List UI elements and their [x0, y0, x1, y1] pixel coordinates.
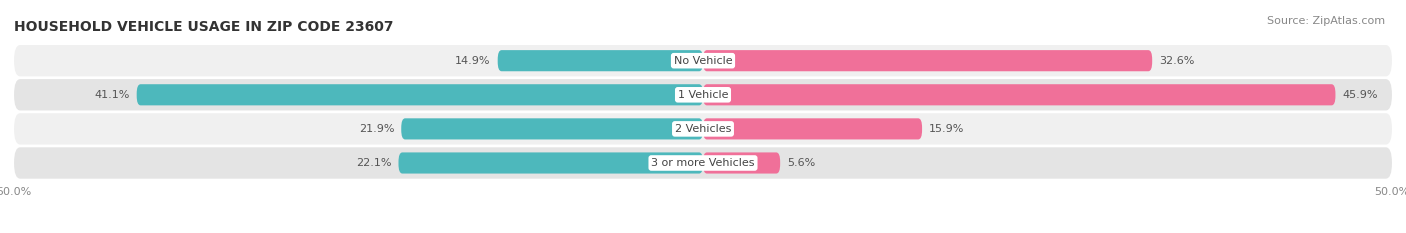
FancyBboxPatch shape [14, 113, 1392, 144]
Text: 3 or more Vehicles: 3 or more Vehicles [651, 158, 755, 168]
Text: Source: ZipAtlas.com: Source: ZipAtlas.com [1267, 16, 1385, 26]
Text: HOUSEHOLD VEHICLE USAGE IN ZIP CODE 23607: HOUSEHOLD VEHICLE USAGE IN ZIP CODE 2360… [14, 20, 394, 34]
Text: 1 Vehicle: 1 Vehicle [678, 90, 728, 100]
FancyBboxPatch shape [398, 152, 703, 174]
Text: 32.6%: 32.6% [1159, 56, 1195, 66]
FancyBboxPatch shape [703, 152, 780, 174]
FancyBboxPatch shape [703, 84, 1336, 105]
FancyBboxPatch shape [401, 118, 703, 140]
Text: No Vehicle: No Vehicle [673, 56, 733, 66]
FancyBboxPatch shape [703, 50, 1152, 71]
FancyBboxPatch shape [14, 147, 1392, 179]
FancyBboxPatch shape [498, 50, 703, 71]
Text: 2 Vehicles: 2 Vehicles [675, 124, 731, 134]
Text: 41.1%: 41.1% [94, 90, 129, 100]
FancyBboxPatch shape [136, 84, 703, 105]
FancyBboxPatch shape [703, 118, 922, 140]
Text: 14.9%: 14.9% [456, 56, 491, 66]
FancyBboxPatch shape [14, 79, 1392, 110]
Text: 45.9%: 45.9% [1343, 90, 1378, 100]
Text: 21.9%: 21.9% [359, 124, 394, 134]
Legend: Owner-occupied, Renter-occupied: Owner-occupied, Renter-occupied [582, 230, 824, 233]
FancyBboxPatch shape [14, 45, 1392, 76]
Text: 15.9%: 15.9% [929, 124, 965, 134]
Text: 5.6%: 5.6% [787, 158, 815, 168]
Text: 22.1%: 22.1% [356, 158, 392, 168]
